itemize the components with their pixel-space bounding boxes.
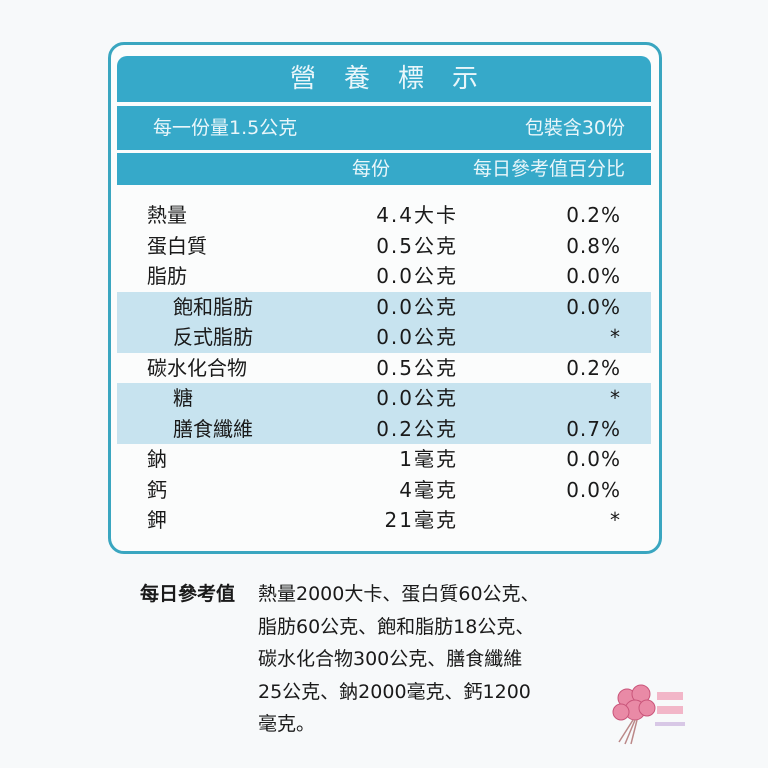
nutrient-pct: 0.0% [566, 294, 621, 319]
nutrient-amount: 0.5公克 [376, 233, 458, 258]
footnote-line: 熱量2000大卡、蛋白質60公克、 [258, 583, 540, 605]
nutrient-amount: 0.5公克 [376, 355, 458, 380]
nutrient-name: 糖 [173, 386, 193, 410]
col-per-serving: 每份 [352, 158, 391, 180]
nutrient-amount: 0.0公克 [376, 264, 458, 288]
nutrient-amount: 0.0公克 [376, 386, 458, 410]
nutrient-pct: * [610, 508, 621, 532]
nutrient-name: 脂肪 [147, 264, 187, 288]
nutrient-row: 鈉 1毫克 0.0% [117, 444, 651, 475]
footnote-line: 脂肪60公克、飽和脂肪18公克、 [258, 615, 535, 638]
nutrient-pct: 0.8% [566, 233, 621, 258]
nutrient-pct: 0.2% [566, 355, 621, 380]
nutrient-name: 膳食纖維 [173, 416, 253, 441]
col-daily-pct: 每日參考值百分比 [472, 158, 625, 180]
footnote-line: 碳水化合物300公克、膳食纖維 [258, 648, 523, 670]
nutrient-name: 飽和脂肪 [173, 294, 253, 319]
nutrient-row: 糖 0.0公克 * [117, 383, 651, 414]
nutrient-pct: 0.0% [566, 447, 621, 471]
nutrient-row: 脂肪 0.0公克 0.0% [117, 261, 651, 292]
nutrient-row: 鉀 21毫克 * [117, 505, 651, 536]
servings-per-package: 包裝含30份 [524, 117, 625, 139]
footnote-key: 每日參考值 [140, 583, 236, 605]
nutrient-amount: 0.0公克 [376, 294, 458, 319]
footnote-line: 25公克、鈉2000毫克、鈣1200 [258, 680, 531, 703]
column-header: 每份 每日參考值百分比 [117, 153, 651, 185]
nutrient-row: 碳水化合物 0.5公克 0.2% [117, 353, 651, 384]
nutrient-pct: * [610, 386, 621, 410]
nutrient-pct: 0.2% [566, 203, 621, 227]
nutrient-amount: 0.0公克 [376, 325, 458, 349]
nutrient-amount: 21毫克 [384, 508, 458, 532]
nutrient-row: 熱量 4.4大卡 0.2% [117, 200, 651, 231]
nutrient-name: 鈣 [147, 477, 167, 502]
nutrient-amount: 4.4大卡 [376, 203, 458, 227]
nutrient-pct: * [610, 325, 621, 349]
footnote-line: 毫克。 [258, 713, 316, 735]
nutrient-pct: 0.7% [566, 416, 621, 441]
nutrient-pct: 0.0% [566, 264, 621, 288]
nutrient-amount: 0.2公克 [376, 416, 458, 441]
nutrient-name: 熱量 [147, 203, 187, 227]
nutrient-name: 反式脂肪 [173, 325, 253, 349]
nutrient-pct: 0.0% [566, 477, 621, 502]
serving-size: 每一份量1.5公克 [153, 117, 298, 139]
nutrient-row: 膳食纖維 0.2公克 0.7% [117, 413, 651, 444]
nutrient-name: 蛋白質 [147, 233, 207, 258]
nutrient-row: 飽和脂肪 0.0公克 0.0% [117, 291, 651, 322]
nutrient-row: 反式脂肪 0.0公克 * [117, 322, 651, 353]
watermark-logo [612, 684, 685, 745]
nutrient-name: 鉀 [147, 508, 167, 532]
nutrient-name: 鈉 [147, 447, 167, 471]
serving-bar: 每一份量1.5公克 包裝含30份 [117, 106, 651, 150]
nutrient-row: 蛋白質 0.5公克 0.8% [117, 231, 651, 262]
label-title: 營養標示 [117, 56, 651, 102]
nutrient-amount: 1毫克 [399, 447, 458, 471]
nutrient-amount: 4毫克 [399, 477, 458, 502]
nutrient-name: 碳水化合物 [147, 355, 247, 380]
nutrient-row: 鈣 4毫克 0.0% [117, 475, 651, 506]
